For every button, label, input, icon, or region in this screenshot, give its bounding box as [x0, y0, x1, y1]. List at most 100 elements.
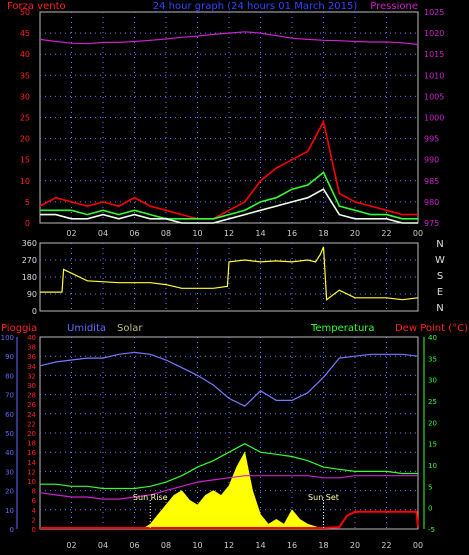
- pressure-tick-label: 985: [424, 177, 439, 186]
- rain-tick-label: 2: [32, 516, 36, 524]
- rain-tick-label: 28: [27, 392, 36, 400]
- rain-tick-label: 20: [27, 430, 36, 438]
- series-line-dewpoint: [39, 475, 418, 500]
- humidity-tick-label: 0: [10, 526, 14, 534]
- humidity-tick-label: 30: [5, 468, 14, 476]
- wind-tick-label: 10: [20, 177, 30, 186]
- rain-tick-label: 38: [27, 344, 36, 352]
- rain-tick-label: 30: [27, 382, 36, 390]
- rain-tick-label: 0: [32, 526, 36, 534]
- rain-tick-label: 10: [27, 478, 36, 486]
- x-tick-label: 10: [192, 541, 202, 550]
- series-area-solar: [141, 451, 324, 530]
- x-tick-label: 02: [66, 229, 76, 238]
- compass-label: E: [437, 287, 443, 298]
- x-tick-label: 06: [129, 229, 139, 238]
- direction-left-ticks: 0 90 180 270 360: [22, 239, 37, 316]
- x-tick-label: 12: [224, 229, 234, 238]
- x-tick-label: 22: [381, 541, 391, 550]
- humidity-label: Umidita: [67, 323, 106, 334]
- x-tick-label: 04: [98, 541, 108, 550]
- pressure-tick-label: 1025: [424, 8, 444, 17]
- wind-x-ticks: 02 04 06 08 10 12 14 16 18 20 22 00: [66, 229, 423, 238]
- rain-tick-label: 34: [27, 363, 36, 371]
- series-line-vento: [40, 188, 418, 224]
- x-tick-label: 08: [161, 541, 171, 550]
- wind-axis-label: Forza vento: [7, 1, 66, 12]
- x-tick-label: 06: [129, 541, 139, 550]
- rain-tick-label: 26: [27, 401, 36, 409]
- solar-label: Solar: [117, 323, 143, 334]
- x-tick-label: 04: [98, 229, 108, 238]
- rain-label: Pioggia: [1, 323, 37, 334]
- direction-series: [40, 246, 419, 301]
- temperature-tick-label: 0: [428, 505, 432, 513]
- wind-chart-title: 24 hour graph (24 hours 01 March 2015): [153, 1, 358, 12]
- x-tick-label: 08: [161, 229, 171, 238]
- wind-left-ticks: 0 5 10 15 20 25 30 35 40 45 50: [20, 8, 30, 228]
- sun-annotations: Sun Rise Sun Set: [133, 493, 339, 529]
- humidity-tick-label: 100: [1, 334, 14, 342]
- x-tick-label: 18: [318, 229, 328, 238]
- wind-tick-label: 40: [20, 50, 30, 59]
- sun-marker-label: Sun Set: [308, 493, 339, 502]
- pressure-tick-label: 1000: [424, 114, 444, 123]
- compass-label: S: [437, 271, 443, 282]
- pressure-tick-label: 980: [424, 198, 439, 207]
- compass-label: N: [436, 239, 443, 250]
- rain-tick-label: 22: [27, 420, 36, 428]
- temp-series: [39, 351, 419, 530]
- rain-tick-label: 6: [32, 497, 37, 505]
- x-tick-label: 20: [350, 541, 360, 550]
- rain-tick-label: 4: [32, 507, 37, 515]
- temperature-tick-label: 35: [428, 355, 437, 363]
- humidity-tick-label: 50: [5, 430, 14, 438]
- rain-tick-label: 24: [27, 411, 36, 419]
- rain-tick-label: 8: [32, 488, 36, 496]
- wind-tick-label: 50: [20, 8, 30, 17]
- temperature-tick-label: 25: [428, 398, 437, 406]
- temperature-ticks: -5 0 5 10 15 20 25 30 35 40: [423, 334, 437, 534]
- wind-series: [39, 31, 419, 224]
- wind-tick-label: 5: [25, 198, 30, 207]
- humidity-tick-label: 70: [5, 392, 14, 400]
- x-tick-label: 18: [318, 541, 328, 550]
- temperature-label: Temperatura: [310, 323, 375, 334]
- direction-tick-label: 90: [27, 290, 37, 299]
- x-tick-label: 22: [381, 229, 391, 238]
- series-line-media: [40, 171, 418, 220]
- temperature-tick-label: 40: [428, 334, 437, 342]
- humidity-tick-label: 90: [5, 353, 14, 361]
- temp-grid: [40, 337, 418, 529]
- temperature-tick-label: 5: [428, 483, 432, 491]
- series-line-humidity: [39, 351, 419, 407]
- wind-tick-label: 20: [20, 135, 30, 144]
- pressure-axis-label: Pressione: [370, 1, 418, 12]
- wind-tick-label: 0: [25, 219, 30, 228]
- pressure-tick-label: 1005: [424, 92, 444, 101]
- rain-tick-label: 32: [27, 372, 36, 380]
- series-line-raffica: [39, 119, 418, 220]
- temperature-tick-label: 15: [428, 441, 437, 449]
- temperature-tick-label: 20: [428, 419, 437, 427]
- series-line-direction: [40, 246, 419, 301]
- temperature-tick-label: -5: [428, 526, 435, 534]
- direction-tick-label: 270: [22, 256, 37, 265]
- pressure-tick-label: 1010: [424, 71, 444, 80]
- pressure-tick-label: 990: [424, 156, 439, 165]
- rain-tick-label: 40: [27, 334, 36, 342]
- compass-label: W: [435, 255, 445, 266]
- wind-tick-label: 15: [20, 156, 30, 165]
- temperature-tick-label: 10: [428, 462, 437, 470]
- x-tick-label: 16: [287, 229, 297, 238]
- rain-tick-label: 18: [27, 440, 36, 448]
- x-tick-label: 00: [413, 229, 423, 238]
- direction-tick-label: 0: [32, 307, 37, 316]
- rain-tick-label: 12: [27, 468, 36, 476]
- wind-grid: [40, 12, 418, 223]
- wind-tick-label: 25: [20, 114, 30, 123]
